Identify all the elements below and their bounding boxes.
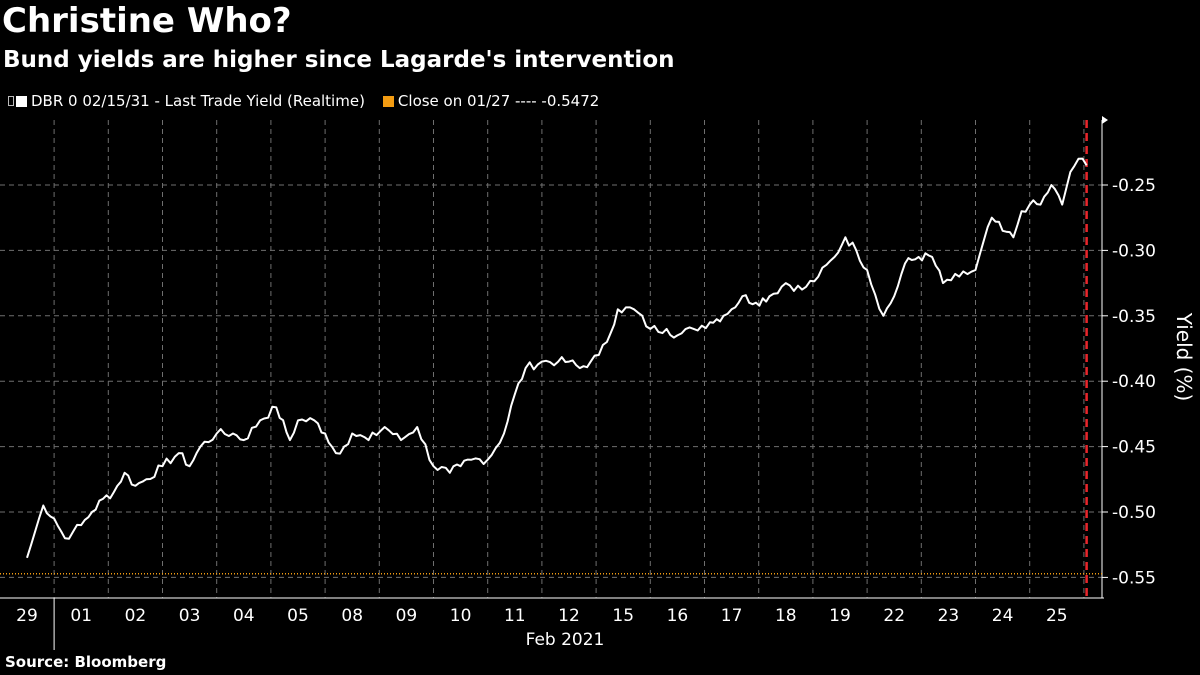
x-tick-label: 18 [775,606,797,626]
x-tick-label: 12 [558,606,580,626]
x-tick-label: 05 [287,606,309,626]
x-tick-label: 23 [938,606,960,626]
x-tick-label: 02 [125,606,147,626]
axis-arrow-icon [1102,116,1108,124]
y-tick-label: -0.25 [1112,176,1156,196]
x-tick-label: 16 [667,606,689,626]
y-tick-label: -0.30 [1112,241,1156,261]
x-tick-label: 10 [450,606,472,626]
x-tick-label: 03 [179,606,201,626]
y-tick-label: -0.40 [1112,372,1156,392]
grid [0,120,1102,598]
x-tick-label: 04 [233,606,255,626]
y-tick-label: -0.55 [1112,568,1156,588]
legend-item-close: Close on 01/27 ---- -0.5472 [382,92,600,110]
chart-title: Christine Who? [2,1,292,41]
plot-area [0,120,1102,598]
y-axis: -0.55 -0.50 -0.45 -0.40 -0.35 -0.30 -0.25 [1101,116,1156,598]
series-line [26,157,1088,559]
y-axis-label: Yield (%) [1172,312,1196,402]
x-tick-label: 25 [1046,606,1068,626]
x-tick-label: 19 [829,606,851,626]
x-tick-label: 15 [612,606,634,626]
x-tick-label: 22 [883,606,905,626]
y-tick-label: -0.50 [1112,503,1156,523]
series-square-icon [16,95,27,107]
line-legend-icon [8,96,14,106]
chart-subtitle: Bund yields are higher since Lagarde's i… [3,47,675,73]
y-tick-label: -0.45 [1112,438,1156,458]
legend-item-series: DBR 0 02/15/31 - Last Trade Yield (Realt… [8,92,365,110]
y-tick-label: -0.35 [1112,307,1156,327]
close-square-icon [382,95,394,107]
legend: DBR 0 02/15/31 - Last Trade Yield (Realt… [8,90,617,112]
x-axis-label: Feb 2021 [526,630,605,650]
x-tick-label: 24 [992,606,1014,626]
x-tick-label: 17 [721,606,743,626]
x-axis: 29 01 02 03 04 05 08 09 10 11 12 15 16 17 18 19 22 23 24 25 [0,597,1104,650]
x-tick-label: 01 [70,606,92,626]
x-tick-label: 08 [341,606,363,626]
legend-series-label: DBR 0 02/15/31 - Last Trade Yield (Realt… [31,92,365,110]
legend-close-label: Close on 01/27 ---- -0.5472 [397,92,600,110]
x-tick-label: 09 [396,606,418,626]
x-tick-label: 11 [504,606,526,626]
source-note: Source: Bloomberg [5,653,167,671]
x-tick-label: 29 [16,606,38,626]
